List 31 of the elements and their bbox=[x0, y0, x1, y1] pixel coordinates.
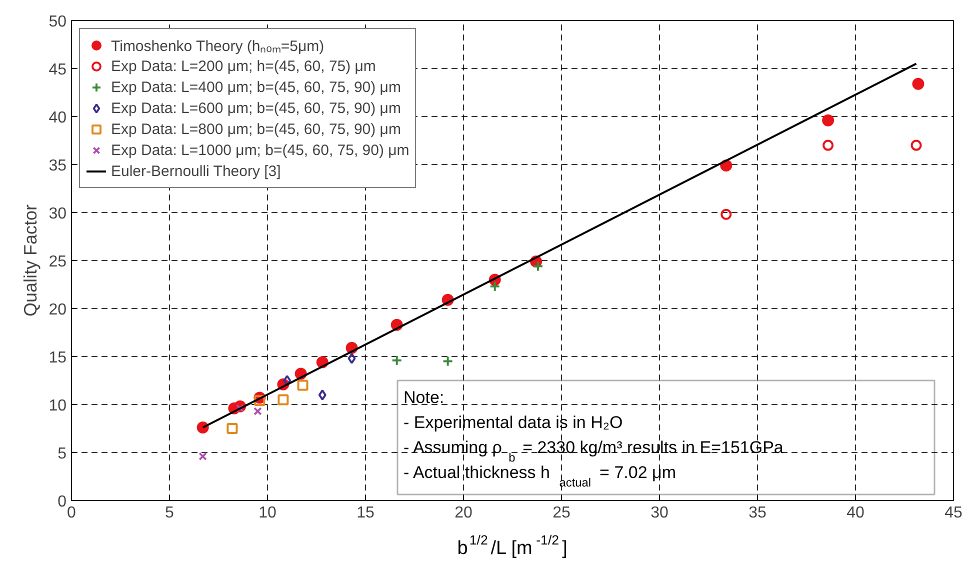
y-tick-label: 40 bbox=[48, 110, 67, 126]
y-tick-label: 5 bbox=[58, 446, 67, 462]
x-tick-label: 20 bbox=[454, 504, 472, 522]
y-tick-label: 25 bbox=[48, 254, 67, 270]
y-tick-label: 0 bbox=[58, 494, 67, 510]
legend-label: Exp Data: L=400 μm; b=(45, 60, 75, 90) μm bbox=[111, 78, 401, 97]
legend-label: Timoshenko Theory (hₙₒₘ=5μm) bbox=[111, 37, 324, 55]
legend-label: Euler-Bernoulli Theory [3] bbox=[111, 162, 281, 181]
x-tick-label: 25 bbox=[552, 504, 570, 522]
annotation: - Actual thickness hactual = 7.02 μm bbox=[404, 463, 676, 490]
x-tick-label: 35 bbox=[748, 504, 766, 522]
annotation: - Experimental data is in H₂O bbox=[404, 413, 623, 432]
y-tick-label: 20 bbox=[48, 302, 67, 318]
x-tick-label: 10 bbox=[258, 504, 276, 522]
annotation: Note: bbox=[404, 388, 444, 407]
legend-label: Exp Data: L=200 μm; h=(45, 60, 75) μm bbox=[111, 56, 376, 76]
y-tick-label: 45 bbox=[48, 62, 67, 78]
y-axis-title: Quality Factor bbox=[20, 204, 41, 317]
legend-label: Exp Data: L=800 μm; b=(45, 60, 75, 90) μm bbox=[111, 120, 401, 139]
x-tick-label: 5 bbox=[165, 504, 174, 522]
x-tick-label: 30 bbox=[650, 504, 668, 522]
y-tick-label: 10 bbox=[48, 398, 67, 414]
legend-label: Exp Data: L=1000 μm; b=(45, 60, 75, 90) μm bbox=[111, 140, 410, 160]
y-tick-label: 35 bbox=[48, 158, 67, 174]
x-tick-label: 40 bbox=[846, 504, 864, 522]
x-tick-label: 45 bbox=[944, 504, 962, 522]
x-tick-label: 15 bbox=[356, 504, 374, 522]
y-tick-label: 15 bbox=[48, 350, 67, 366]
legend-label: Exp Data: L=600 μm; b=(45, 60, 75, 90) μm bbox=[111, 98, 401, 118]
y-tick-label: 30 bbox=[48, 206, 67, 222]
y-tick-label: 50 bbox=[48, 14, 67, 30]
